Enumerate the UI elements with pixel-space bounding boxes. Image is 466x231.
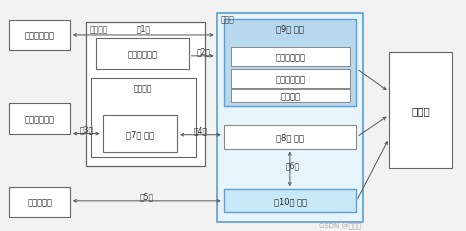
Text: （7） 模块: （7） 模块 — [126, 130, 154, 138]
Text: 云平台: 云平台 — [220, 16, 234, 25]
Bar — [103, 116, 177, 152]
Text: （1）: （1） — [137, 24, 151, 33]
Bar — [9, 187, 70, 217]
Bar — [91, 79, 196, 157]
Text: 调度管理前端: 调度管理前端 — [25, 31, 55, 40]
Bar — [9, 21, 70, 51]
Bar — [9, 104, 70, 134]
Text: 边缘应用管理: 边缘应用管理 — [275, 75, 306, 84]
Text: （8） 模块: （8） 模块 — [276, 133, 304, 142]
Text: （2）: （2） — [196, 47, 210, 56]
Text: 边缘设备管理: 边缘设备管理 — [275, 53, 306, 62]
Bar — [231, 90, 350, 103]
Bar — [224, 189, 356, 213]
Text: 数据库: 数据库 — [411, 106, 430, 116]
Bar — [231, 69, 350, 89]
Text: 消息上报: 消息上报 — [281, 92, 301, 101]
Text: （10） 模块: （10） 模块 — [274, 197, 307, 205]
Text: （5）: （5） — [140, 191, 154, 200]
Text: 边缘设备: 边缘设备 — [90, 25, 109, 34]
Text: 门禁识别前端: 门禁识别前端 — [25, 115, 55, 123]
Text: 小程序前端: 小程序前端 — [27, 198, 52, 207]
Bar — [224, 126, 356, 149]
Text: （3）: （3） — [79, 124, 93, 133]
Text: GSDN @宜晨光: GSDN @宜晨光 — [319, 221, 361, 229]
Text: 智能边缘工具: 智能边缘工具 — [127, 50, 157, 59]
Text: （4）: （4） — [193, 125, 207, 134]
Bar — [217, 14, 363, 222]
Bar — [86, 23, 205, 166]
Text: 应用容器: 应用容器 — [134, 84, 152, 93]
Bar — [231, 47, 350, 67]
Bar — [224, 20, 356, 106]
Text: （6）: （6） — [286, 161, 300, 170]
Text: （9） 模块: （9） 模块 — [276, 24, 304, 33]
Bar — [389, 53, 452, 169]
Bar — [96, 39, 189, 69]
